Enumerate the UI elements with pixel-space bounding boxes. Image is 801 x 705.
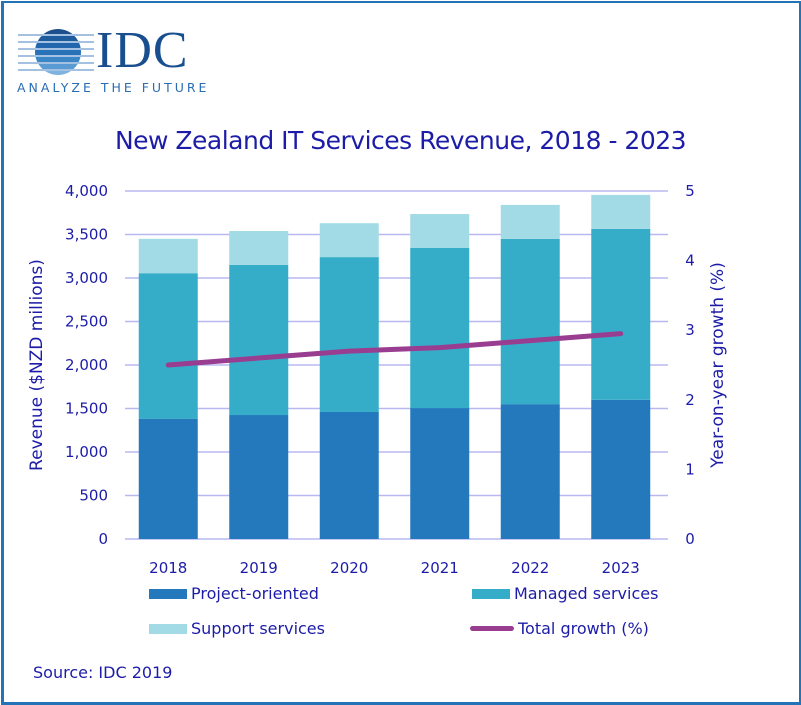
y2-tick-label: 0 bbox=[685, 530, 695, 548]
growth-line bbox=[165, 331, 624, 368]
bar-project-oriented bbox=[591, 399, 651, 539]
bar-project-oriented bbox=[500, 404, 560, 539]
x-tick-label: 2021 bbox=[421, 559, 459, 577]
y2-tick-label: 1 bbox=[685, 460, 695, 478]
source-note: Source: IDC 2019 bbox=[33, 663, 173, 682]
bar-project-oriented bbox=[138, 418, 198, 539]
x-tick-label: 2018 bbox=[149, 559, 187, 577]
legend-swatch-managed bbox=[472, 588, 510, 599]
legend-label-support: Support services bbox=[191, 619, 325, 638]
legend-label-managed: Managed services bbox=[514, 584, 659, 603]
y-tick-label: 1,500 bbox=[65, 400, 108, 418]
bar-support-services bbox=[591, 194, 651, 229]
bar-project-oriented bbox=[410, 408, 470, 539]
y-tick-label: 4,000 bbox=[65, 182, 108, 200]
bar-support-services bbox=[229, 231, 289, 265]
bar-managed-services bbox=[500, 238, 560, 405]
y-axis-ticks: 0 500 1,000 1,500 2,000 2,500 3,000 3,500 4,000 bbox=[65, 182, 108, 548]
chart-title: New Zealand IT Services Revenue, 2018 - … bbox=[114, 126, 687, 155]
legend-swatch-growth bbox=[470, 626, 514, 631]
y2-tick-label: 3 bbox=[685, 321, 695, 339]
legend-item-growth: Total growth (%) bbox=[470, 619, 649, 638]
y-tick-label: 500 bbox=[79, 487, 108, 505]
x-tick-label: 2019 bbox=[240, 559, 278, 577]
y-tick-label: 3,000 bbox=[65, 269, 108, 287]
y-tick-label: 2,000 bbox=[65, 356, 108, 374]
y-tick-label: 2,500 bbox=[65, 313, 108, 331]
y2-tick-label: 2 bbox=[685, 391, 695, 409]
legend-item-managed: Managed services bbox=[472, 584, 658, 603]
bar-managed-services bbox=[319, 257, 379, 412]
bar-project-oriented bbox=[229, 415, 289, 539]
legend-swatch-support bbox=[149, 623, 187, 634]
idc-logo bbox=[16, 28, 206, 98]
y-tick-label: 0 bbox=[98, 530, 108, 548]
legend-swatch-project bbox=[149, 588, 187, 599]
bar-managed-services bbox=[138, 273, 198, 419]
bar-support-services bbox=[319, 223, 379, 258]
bar-managed-services bbox=[229, 264, 289, 416]
brand-name: IDC bbox=[96, 22, 189, 79]
legend-item-support: Support services bbox=[149, 619, 325, 638]
bar-managed-services bbox=[410, 247, 470, 409]
x-tick-label: 2022 bbox=[511, 559, 549, 577]
y2-tick-label: 5 bbox=[685, 182, 695, 200]
bar-support-services bbox=[138, 238, 198, 274]
bar-support-services bbox=[500, 204, 560, 239]
bar-support-services bbox=[410, 214, 470, 248]
legend-item-project: Project-oriented bbox=[149, 584, 319, 603]
y2-axis-ticks: 0 1 2 3 4 5 bbox=[685, 182, 695, 548]
y-axis-title: Revenue ($NZD millions) bbox=[27, 259, 47, 471]
legend-label-growth: Total growth (%) bbox=[518, 619, 649, 638]
brand-tagline: ANALYZE THE FUTURE bbox=[17, 80, 210, 95]
growth-line-group bbox=[165, 331, 624, 368]
bar-managed-services bbox=[591, 228, 651, 400]
bar-project-oriented bbox=[319, 411, 379, 539]
bars bbox=[138, 194, 651, 539]
y-tick-label: 3,500 bbox=[65, 226, 108, 244]
legend-label-project: Project-oriented bbox=[191, 584, 319, 603]
y2-axis-title: Year-on-year growth (%) bbox=[708, 262, 728, 469]
striped-globe-icon bbox=[18, 29, 94, 75]
x-tick-label: 2020 bbox=[330, 559, 368, 577]
gridlines bbox=[125, 190, 668, 540]
x-tick-label: 2023 bbox=[602, 559, 640, 577]
x-axis-ticks: 2018 2019 2020 2021 2022 2023 bbox=[149, 559, 640, 577]
y2-tick-label: 4 bbox=[685, 252, 695, 270]
y-tick-label: 1,000 bbox=[65, 443, 108, 461]
